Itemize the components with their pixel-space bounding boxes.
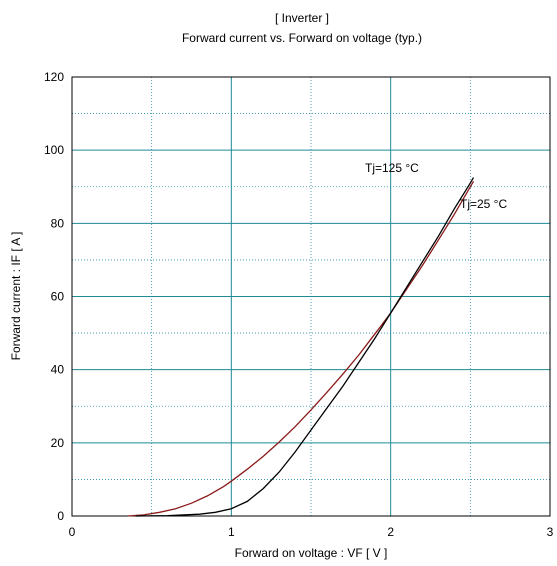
x-tick-label: 1 xyxy=(228,525,235,539)
x-tick-label: 2 xyxy=(387,525,394,539)
x-axis-label: Forward on voltage : VF [ V ] xyxy=(235,546,388,560)
series-layer xyxy=(127,177,475,517)
series-line-0 xyxy=(127,180,475,517)
y-axis-label: Forward current : IF [ A ] xyxy=(9,232,23,361)
x-tick-label: 0 xyxy=(69,525,76,539)
x-tick-label: 3 xyxy=(547,525,554,539)
tick-labels: 0 1 2 3 0 20 40 60 80 100 120 xyxy=(44,70,554,539)
chart-subtitle: Forward current vs. Forward on voltage (… xyxy=(182,31,422,45)
plot-frame xyxy=(71,76,551,517)
series-line-1 xyxy=(135,177,475,517)
y-tick-label: 0 xyxy=(57,509,64,523)
y-tick-label: 20 xyxy=(51,436,65,450)
y-tick-label: 120 xyxy=(44,70,64,84)
y-tick-label: 80 xyxy=(51,216,65,230)
y-tick-label: 60 xyxy=(51,290,65,304)
chart-title: [ Inverter ] xyxy=(275,11,329,25)
y-tick-label: 40 xyxy=(51,363,65,377)
grid xyxy=(72,77,550,516)
annotation-tj125: Tj=125 °C xyxy=(365,161,419,175)
annotation-tj25: Tj=25 °C xyxy=(460,197,507,211)
y-tick-label: 100 xyxy=(44,143,64,157)
